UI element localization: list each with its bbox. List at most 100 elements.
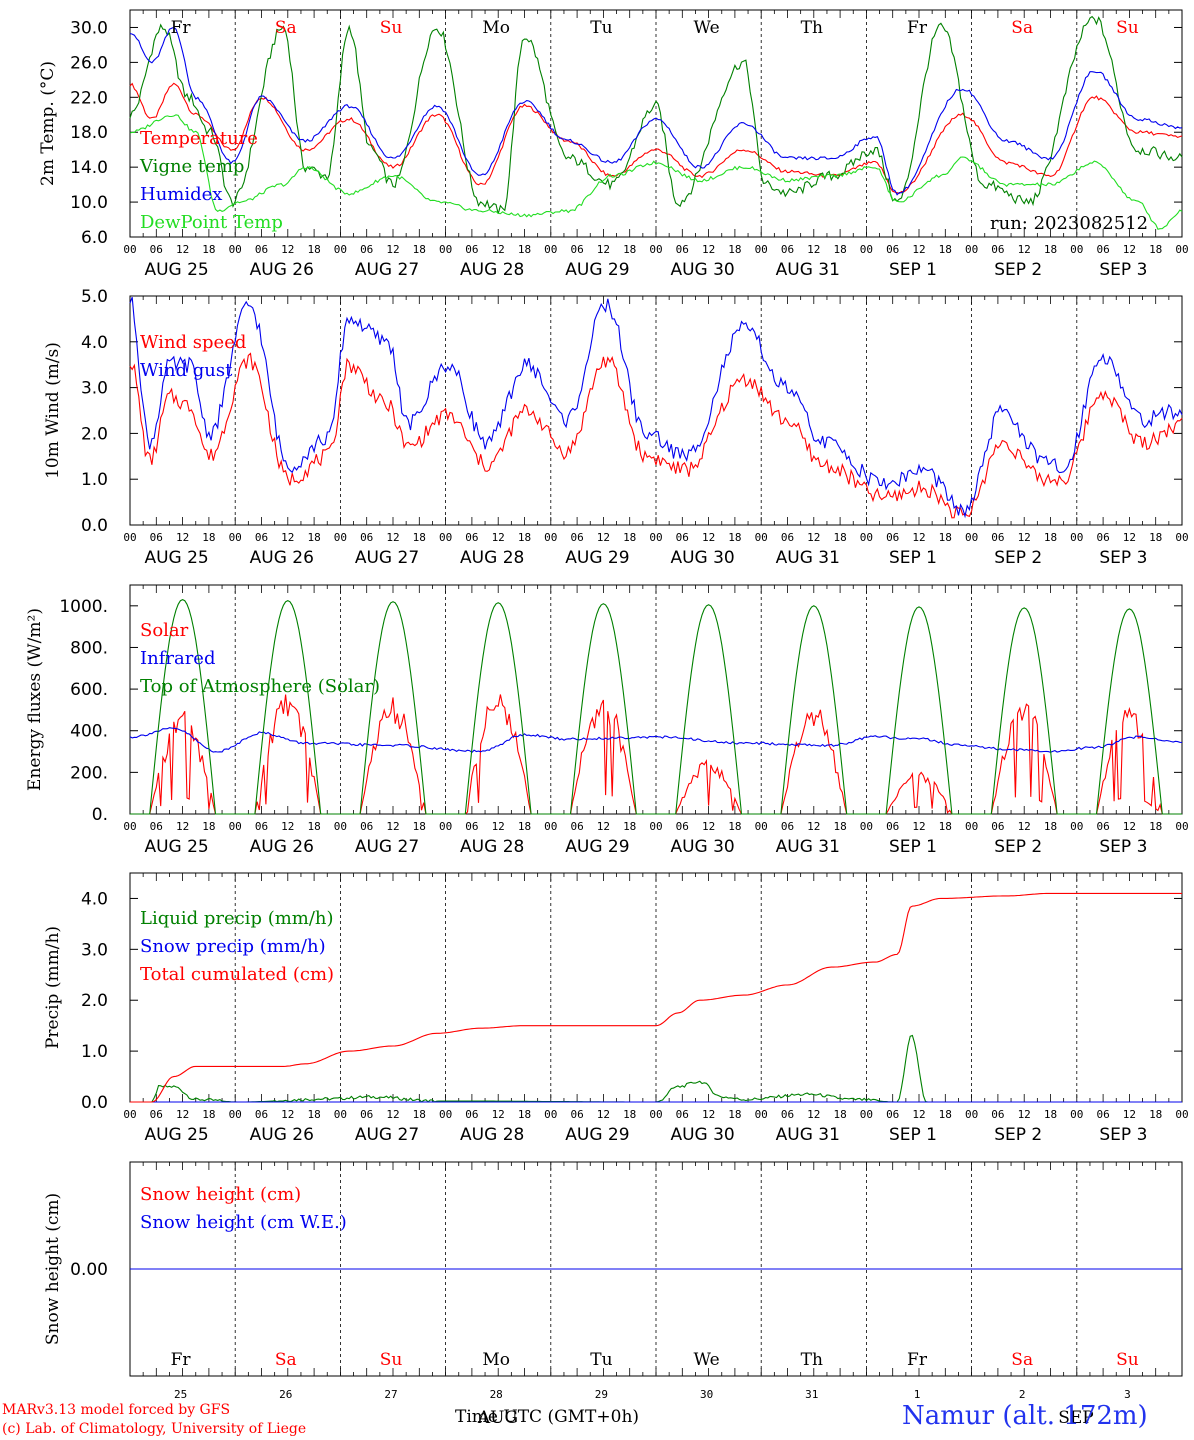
hour-label: 12 [807, 243, 820, 256]
hour-label: 18 [413, 820, 426, 833]
hour-label: 18 [833, 1108, 846, 1121]
hour-label: 06 [676, 531, 689, 544]
hour-label: 06 [991, 243, 1004, 256]
hour-label: 12 [176, 1108, 189, 1121]
hour-label: 18 [518, 820, 531, 833]
y-tick-label: 30.0 [70, 18, 108, 38]
y-tick-label: 0.0 [81, 1093, 108, 1113]
hour-label: 06 [991, 820, 1004, 833]
hour-label: 06 [255, 531, 268, 544]
hour-label: 00 [544, 531, 557, 544]
hour-label: 00 [229, 1108, 242, 1121]
day-number: 2 [1019, 1388, 1026, 1401]
hour-label: 18 [939, 820, 952, 833]
hour-label: 06 [781, 243, 794, 256]
panel-1: 6.0 10.0 14.0 18.0 22.0 26.0 30.0 2m Temp. (°C)… [38, 9, 1189, 280]
hour-label: 12 [1018, 1108, 1031, 1121]
hour-label: 06 [676, 1108, 689, 1121]
hour-label: 12 [702, 1108, 715, 1121]
hour-label: 00 [965, 820, 978, 833]
legend-entry: Snow height (cm W.E.) [140, 1212, 347, 1233]
hour-label: 06 [570, 531, 583, 544]
date-label: SEP 1 [889, 548, 937, 568]
date-label: AUG 28 [460, 260, 524, 280]
day-number: 31 [805, 1388, 818, 1401]
y-axis-label: Precip (mm/h) [43, 926, 63, 1049]
y-tick-label: 0.0 [81, 516, 108, 536]
y-tick-label: 3.0 [81, 379, 108, 399]
hour-label: 00 [860, 531, 873, 544]
hour-label: 12 [912, 243, 925, 256]
hour-label: 00 [1070, 243, 1083, 256]
date-label: AUG 29 [565, 260, 629, 280]
day-label-top: Fr [907, 18, 928, 38]
day-label-bottom: Tu [590, 1350, 612, 1370]
hour-label: 12 [1018, 243, 1031, 256]
hour-label: 06 [570, 820, 583, 833]
date-label: SEP 2 [994, 548, 1042, 568]
hour-label: 18 [307, 1108, 320, 1121]
hour-label: 18 [939, 243, 952, 256]
hour-label: 06 [255, 820, 268, 833]
hour-label: 00 [649, 1108, 662, 1121]
series-line-infrared [129, 727, 1183, 754]
hour-label: 18 [307, 531, 320, 544]
hour-label: 06 [465, 531, 478, 544]
hour-label: 06 [991, 1108, 1004, 1121]
hour-label: 12 [1123, 243, 1136, 256]
legend-entry: Infrared [140, 648, 215, 669]
legend-entry: Snow precip (mm/h) [140, 936, 326, 957]
hour-label: 06 [570, 243, 583, 256]
date-label: AUG 31 [776, 260, 840, 280]
y-axis-label: 10m Wind (m/s) [43, 342, 63, 479]
date-label: SEP 2 [994, 1125, 1042, 1145]
hour-label: 06 [570, 1108, 583, 1121]
y-tick-label: 3.0 [81, 940, 108, 960]
day-label-top: Su [1116, 18, 1139, 38]
date-label: SEP 3 [1099, 1125, 1147, 1145]
hour-label: 06 [150, 820, 163, 833]
hour-label: 18 [623, 243, 636, 256]
legend-entry: Vigne temp [139, 156, 244, 177]
day-label-top: Sa [275, 18, 297, 38]
hour-label: 12 [176, 820, 189, 833]
hour-label: 00 [334, 531, 347, 544]
day-label-top: Tu [590, 18, 612, 38]
date-label: AUG 29 [565, 1125, 629, 1145]
hour-label: 06 [886, 820, 899, 833]
y-axis-label: Snow height (cm) [43, 1193, 63, 1345]
hour-label: 00 [965, 1108, 978, 1121]
date-label: AUG 26 [250, 260, 314, 280]
hour-label: 18 [728, 820, 741, 833]
date-label: AUG 28 [460, 548, 524, 568]
date-label: AUG 25 [144, 548, 208, 568]
date-label: AUG 30 [670, 260, 734, 280]
date-label: AUG 30 [670, 1125, 734, 1145]
hour-label: 18 [202, 1108, 215, 1121]
hour-label: 18 [413, 243, 426, 256]
hour-label: 06 [676, 243, 689, 256]
date-label: AUG 25 [144, 837, 208, 857]
hour-label: 00 [334, 1108, 347, 1121]
hour-label: 12 [807, 820, 820, 833]
legend-entry: Wind speed [140, 332, 246, 353]
hour-label: 18 [1044, 820, 1057, 833]
hour-label: 00 [755, 531, 768, 544]
hour-label: 18 [202, 243, 215, 256]
hour-label: 12 [492, 1108, 505, 1121]
hour-label: 12 [1123, 820, 1136, 833]
panel-4: 0.0 1.0 2.0 3.0 4.0 Precip (mm/h) 00 06 12 18 AUG … [43, 872, 1189, 1145]
hour-label: 06 [360, 531, 373, 544]
hour-label: 06 [1096, 820, 1109, 833]
series-line-top-of-atmosphere-solar- [130, 598, 1182, 815]
hour-label: 12 [386, 1108, 399, 1121]
legend-entry: Snow height (cm) [140, 1184, 301, 1205]
hour-label: 00 [860, 1108, 873, 1121]
hour-label: 00 [439, 820, 452, 833]
day-label-top: Fr [171, 18, 192, 38]
hour-label: 06 [150, 531, 163, 544]
date-label: AUG 31 [776, 548, 840, 568]
hour-label: 00 [649, 243, 662, 256]
hour-label: 00 [123, 531, 136, 544]
hour-label: 00 [1070, 1108, 1083, 1121]
